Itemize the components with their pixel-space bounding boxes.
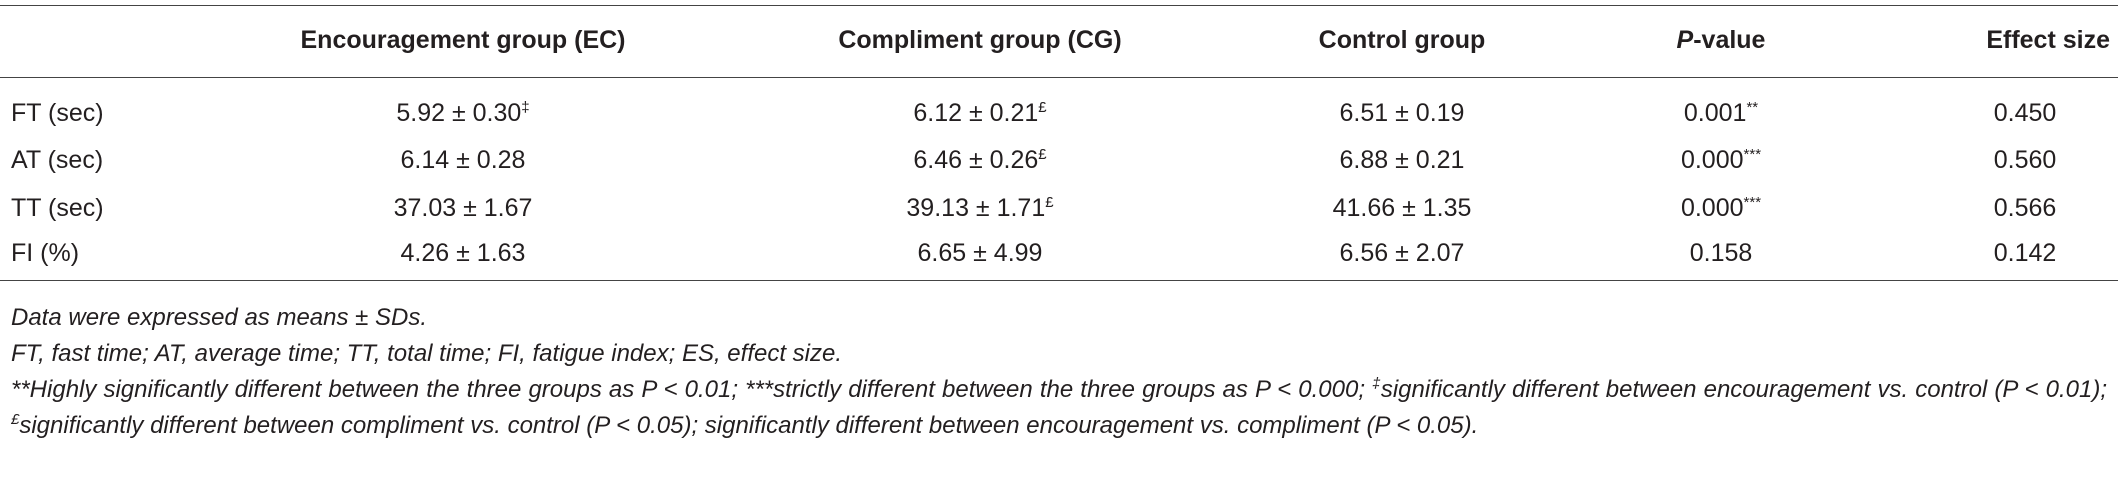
table-cell: 0.001** (1684, 98, 1758, 128)
table-cell: 0.000*** (1681, 193, 1761, 223)
row-label: FI (%) (11, 239, 80, 267)
footnote: Data were expressed as means ± SDs. (11, 304, 428, 331)
column-header: Encouragement group (EC) (300, 26, 626, 54)
text-part: significantly different between complime… (19, 412, 1479, 439)
table-cell: 37.03 ± 1.67 (393, 194, 533, 222)
superscript: ** (1746, 99, 1759, 116)
table-cell: 6.14 ± 0.28 (400, 146, 526, 174)
table-cell: 0.566 (1993, 194, 2057, 222)
superscript: £ (11, 411, 20, 428)
column-header: Compliment group (CG) (838, 26, 1122, 54)
bottom-rule (0, 280, 2118, 281)
table-cell: 6.56 ± 2.07 (1339, 239, 1465, 267)
column-header: Effect size (1986, 26, 2110, 54)
row-label: FT (sec) (11, 99, 104, 127)
text-part: significantly different between encourag… (1380, 376, 2108, 403)
row-label: TT (sec) (11, 194, 104, 222)
table-cell: 0.000*** (1681, 145, 1761, 175)
superscript: ‡ (521, 99, 530, 116)
text-part: 0.001 (1683, 99, 1747, 127)
table-cell: 0.158 (1689, 239, 1753, 267)
table-cell: 39.13 ± 1.71£ (906, 193, 1053, 223)
italic-part: P (1676, 26, 1694, 54)
table-cell: 5.92 ± 0.30‡ (396, 98, 529, 128)
top-rule (0, 5, 2118, 6)
footnote: FT, fast time; AT, average time; TT, tot… (11, 340, 843, 367)
text-part: -value (1693, 26, 1766, 54)
table-cell: 41.66 ± 1.35 (1332, 194, 1472, 222)
text-part: 0.000 (1680, 146, 1744, 174)
column-header: Control group (1318, 26, 1486, 54)
table-cell: 6.65 ± 4.99 (917, 239, 1043, 267)
header-rule (0, 77, 2118, 78)
table-cell: 0.560 (1993, 146, 2057, 174)
superscript: *** (1743, 194, 1762, 211)
table-cell: 6.46 ± 0.26£ (913, 145, 1046, 175)
text-part: 39.13 ± 1.71 (906, 194, 1046, 222)
text-part: 0.000 (1680, 194, 1744, 222)
table-cell: 4.26 ± 1.63 (400, 239, 526, 267)
footnote: **Highly significantly different between… (11, 372, 2107, 444)
superscript: ‡ (1372, 375, 1381, 392)
text-part: **Highly significantly different between… (11, 376, 1373, 403)
table-cell: 6.51 ± 0.19 (1339, 99, 1465, 127)
superscript: *** (1743, 146, 1762, 163)
text-part: 5.92 ± 0.30 (396, 99, 522, 127)
superscript: £ (1045, 194, 1054, 211)
row-label: AT (sec) (11, 146, 104, 174)
text-part: 6.46 ± 0.26 (913, 146, 1039, 174)
table-cell: 0.142 (1993, 239, 2057, 267)
text-part: 6.12 ± 0.21 (913, 99, 1039, 127)
table-cell: 6.12 ± 0.21£ (913, 98, 1046, 128)
column-header: P-value (1677, 25, 1766, 55)
table-cell: 0.450 (1993, 99, 2057, 127)
superscript: £ (1038, 146, 1047, 163)
superscript: £ (1038, 99, 1047, 116)
table-cell: 6.88 ± 0.21 (1339, 146, 1465, 174)
